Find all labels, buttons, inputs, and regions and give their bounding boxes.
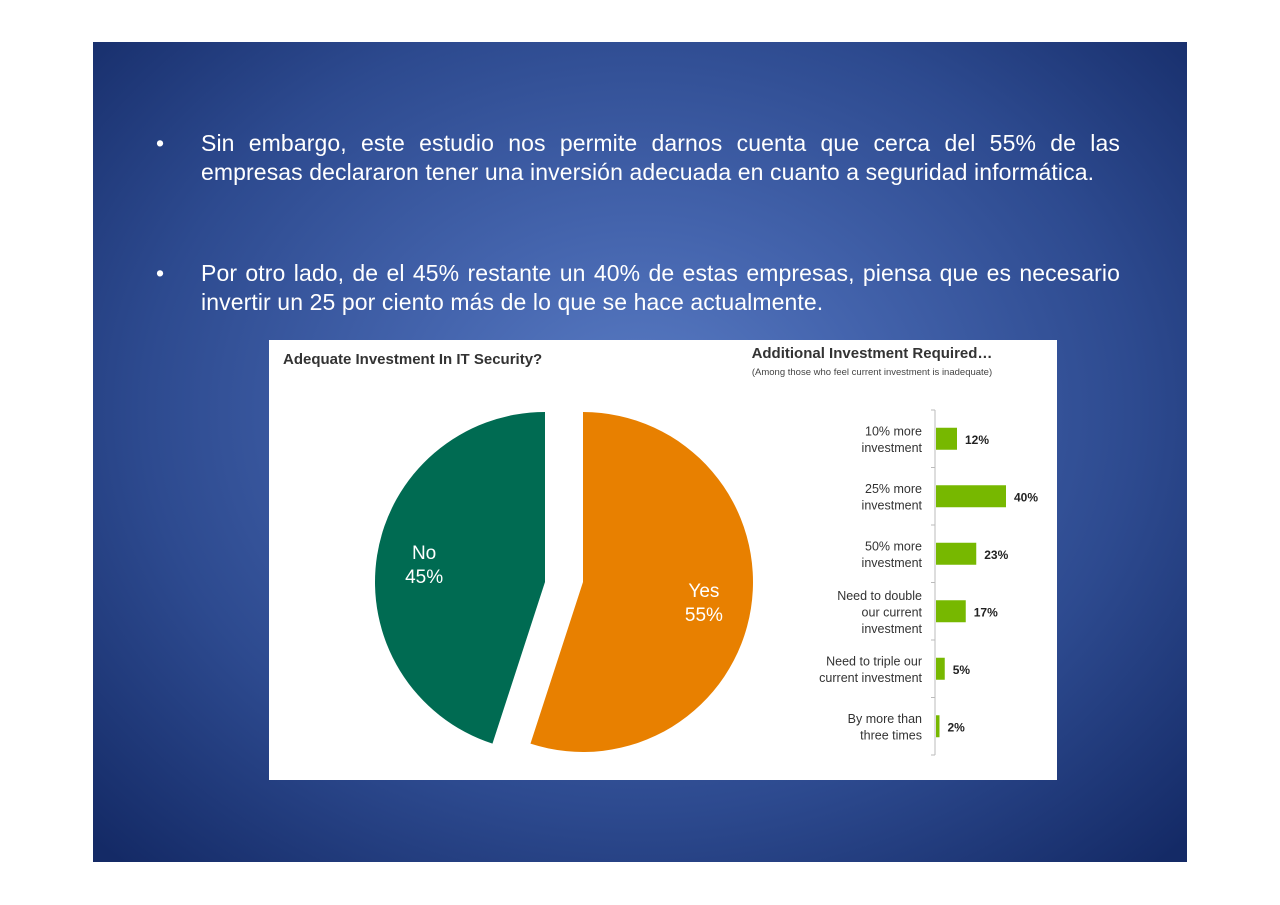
pie-value-no: 45% [405,567,443,588]
bar-value-label: 17% [974,605,998,619]
bar-category-label: current investment [819,671,922,685]
chart-svg: Adequate Investment In IT Security? Addi… [283,345,1038,756]
bar-chart: 12% 10% more investment 40% 25% more investme… [819,409,1038,756]
bar-category-label: three times [860,729,922,743]
bullet-point-2: • Por otro lado, de el 45% restante un 4… [156,259,1120,317]
bar [936,657,945,680]
bar-category-label: 25% more [865,482,922,496]
bullet-point-1: • Sin embargo, este estudio nos permite … [156,129,1120,187]
bar-category-label: 50% more [865,540,922,554]
bar-value-label: 40% [1014,490,1038,504]
bar-value-label: 23% [984,548,1008,562]
pie-label-yes: Yes [688,581,719,602]
pie-chart: No 45% Yes 55% [375,412,753,752]
pie-title: Adequate Investment In IT Security? [283,351,542,368]
bar-category-label: our current [862,605,923,619]
bullet-text-2: Por otro lado, de el 45% restante un 40%… [201,260,1120,315]
bullet-text-1: Sin embargo, este estudio nos permite da… [201,130,1120,185]
bar [936,600,966,623]
bar-value-label: 5% [953,663,971,677]
bar-value-label: 2% [948,720,966,734]
bar-title: Additional Investment Required… [752,345,993,362]
bar-category-label: Need to double [837,589,922,603]
bar-subtitle: (Among those who feel current investment… [752,367,992,378]
pie-value-yes: 55% [685,605,723,626]
bar-category-label: By more than [848,712,922,726]
pie-label-no: No [412,543,436,564]
bar [936,542,977,565]
pie-slice-yes [530,412,753,752]
bar-category-label: investment [862,622,923,636]
bar [936,715,940,738]
bar-category-label: investment [862,556,923,570]
bar-value-label: 12% [965,433,989,447]
bar [936,485,1006,508]
bar-category-label: investment [862,499,923,513]
bullet-icon: • [156,260,165,286]
chart-image: Adequate Investment In IT Security? Addi… [269,340,1057,780]
bar [936,427,957,450]
bar-category-label: 10% more [865,425,922,439]
bar-category-label: Need to triple our [826,655,922,669]
bullet-icon: • [156,130,165,156]
pie-slice-no [375,412,545,744]
bar-category-label: investment [862,441,923,455]
